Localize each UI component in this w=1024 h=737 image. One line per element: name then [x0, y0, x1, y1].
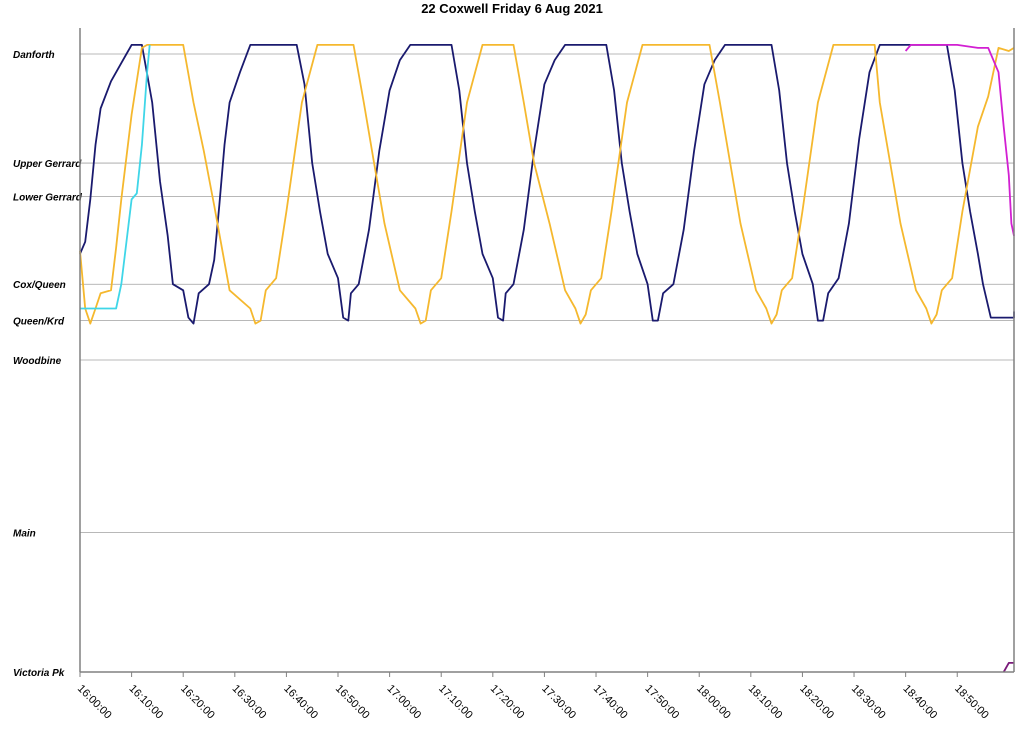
stop-labels: Danforth Upper Gerrard Lower Gerrard Cox/Qu… — [13, 50, 83, 679]
x-tick-label: 17:00:00 — [384, 683, 423, 722]
series-line — [80, 44, 151, 310]
series-line — [79, 44, 1015, 325]
chart-title: 22 Coxwell Friday 6 Aug 2021 — [421, 1, 603, 16]
stop-label: Cox/Queen — [13, 280, 66, 291]
x-tick-label: 16:00:00 — [75, 683, 114, 722]
x-tick-label: 18:20:00 — [797, 683, 836, 722]
x-tick-label: 17:50:00 — [643, 683, 682, 722]
series-lines — [79, 44, 1015, 673]
series-line — [1002, 662, 1014, 673]
x-tick-labels: 16:00:00 16:10:00 16:20:00 16:30:00 16:40:00… — [75, 672, 991, 721]
series-line — [79, 44, 1015, 325]
stop-label: Danforth — [13, 50, 55, 61]
stop-label: Main — [13, 529, 36, 540]
x-tick-label: 18:50:00 — [952, 683, 991, 722]
x-tick-label: 18:10:00 — [746, 683, 785, 722]
x-tick-label: 17:40:00 — [591, 683, 630, 722]
stop-label: Lower Gerrard — [13, 192, 83, 203]
x-tick-label: 16:10:00 — [126, 683, 165, 722]
gridlines — [80, 53, 1014, 534]
x-tick-label: 18:40:00 — [901, 683, 940, 722]
x-tick-label: 16:30:00 — [230, 683, 269, 722]
x-tick-label: 17:20:00 — [488, 683, 527, 722]
x-tick-label: 18:00:00 — [694, 683, 733, 722]
stop-label: Upper Gerrard — [13, 159, 82, 170]
stop-label: Queen/Krd — [13, 317, 65, 328]
axes — [79, 28, 1015, 673]
stop-label: Woodbine — [13, 356, 62, 367]
x-tick-label: 16:50:00 — [333, 683, 372, 722]
x-tick-label: 16:20:00 — [178, 683, 217, 722]
x-tick-label: 18:30:00 — [849, 683, 888, 722]
series-line — [904, 44, 1015, 236]
x-tick-label: 16:40:00 — [281, 683, 320, 722]
x-tick-label: 17:10:00 — [436, 683, 475, 722]
x-tick-label: 17:30:00 — [539, 683, 578, 722]
stop-label: Victoria Pk — [13, 668, 65, 679]
